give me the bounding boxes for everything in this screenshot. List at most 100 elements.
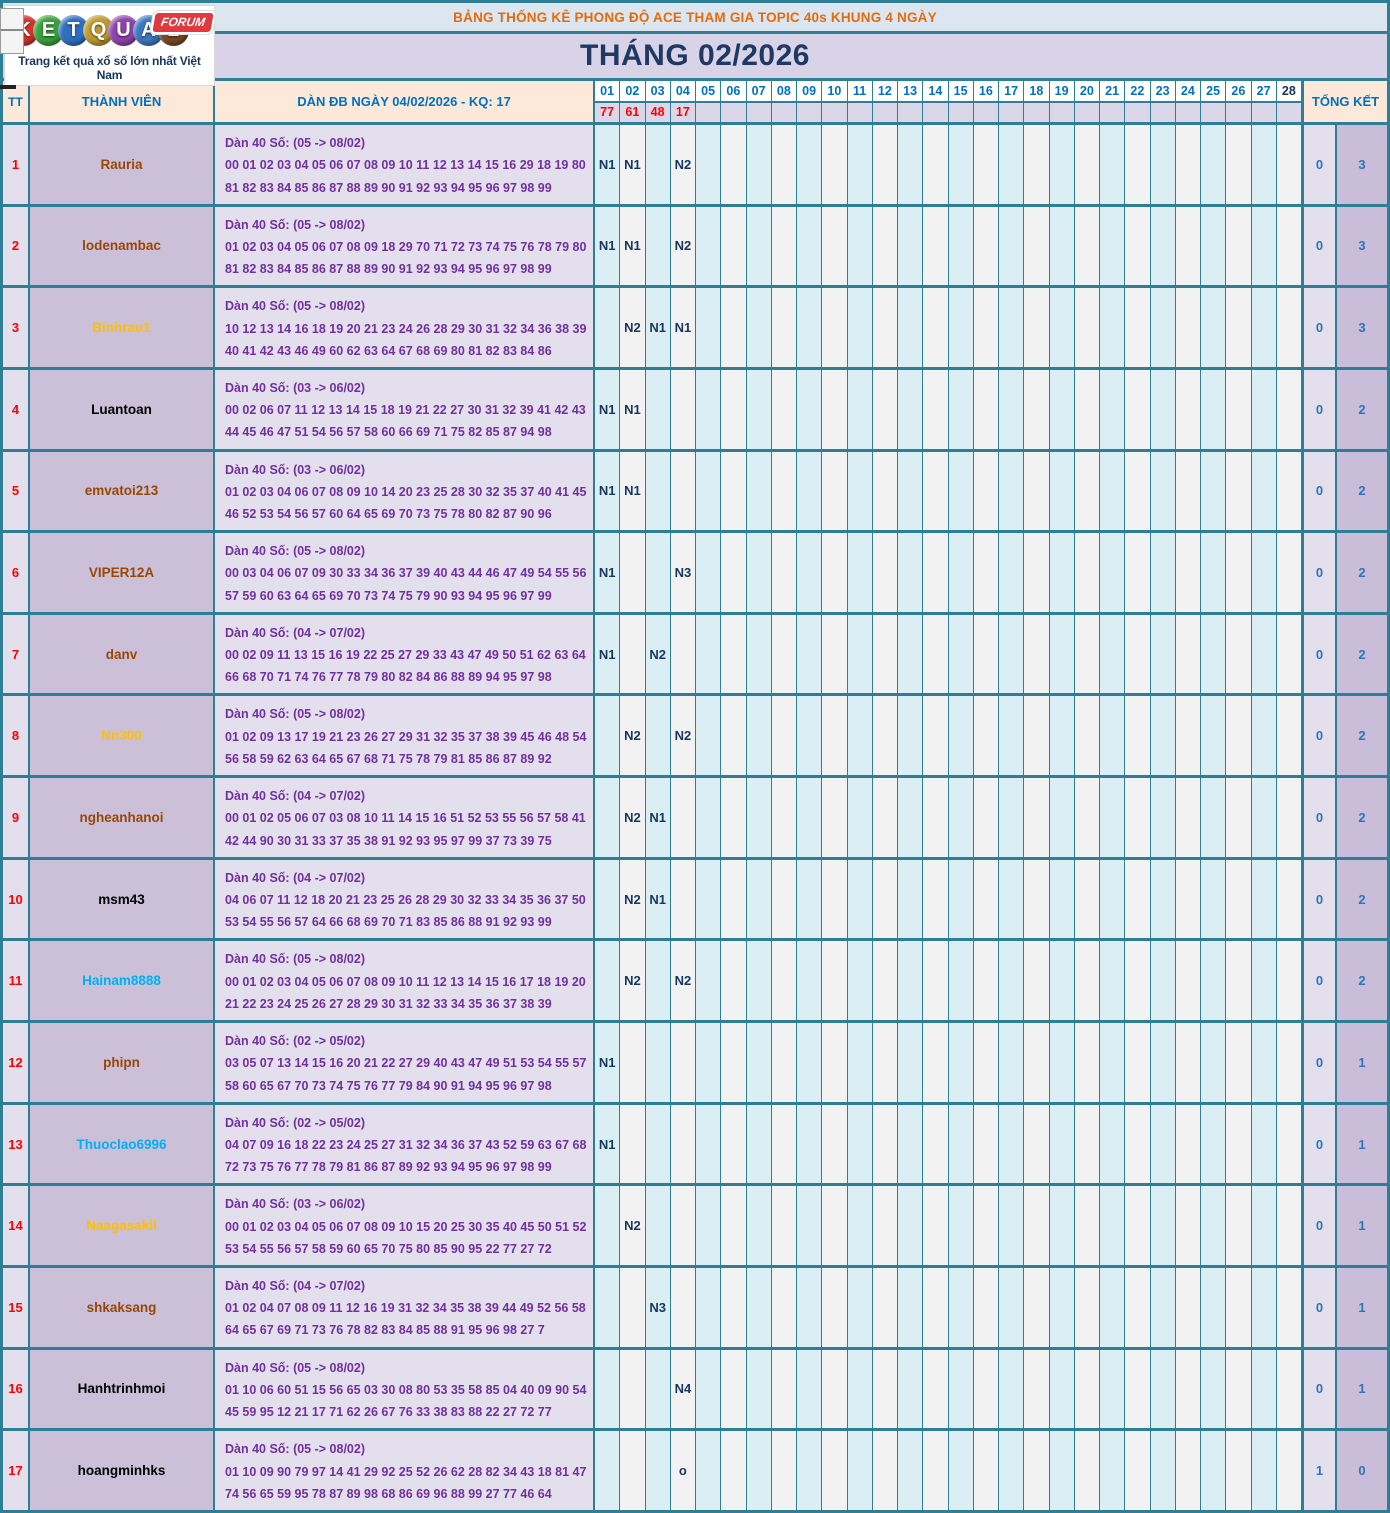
day-cell xyxy=(973,533,999,612)
day-cell xyxy=(620,1349,646,1429)
dan-numbers-line2: 53 54 55 56 57 58 59 60 65 70 75 80 85 9… xyxy=(225,1241,552,1256)
day-cell xyxy=(1049,941,1075,1021)
day-cell xyxy=(645,1023,671,1102)
day-cell xyxy=(1251,1186,1277,1265)
day-cell xyxy=(1024,369,1050,449)
dan-cell: Dàn 40 Số: (05 -> 08/02) 00 01 02 03 04 0… xyxy=(215,941,595,1021)
day-cell xyxy=(746,696,772,776)
day-cell xyxy=(721,451,747,531)
day-cell xyxy=(948,533,974,612)
dan-cell: Dàn 40 Số: (04 -> 07/02) 04 06 07 11 12 1… xyxy=(215,859,595,939)
day-header-cell: 13 xyxy=(898,81,924,101)
day-cell xyxy=(872,614,898,694)
day-cell xyxy=(822,941,848,1021)
day-cell xyxy=(1049,696,1075,776)
day-cell xyxy=(771,696,797,776)
day-cell xyxy=(771,533,797,612)
day-result-cell xyxy=(949,102,974,122)
day-header-cell: 12 xyxy=(873,81,898,101)
day-cell xyxy=(1150,941,1176,1021)
total-left-cell: 0 xyxy=(1304,696,1337,776)
day-cell xyxy=(872,125,898,204)
day-header-cell: 26 xyxy=(1226,81,1252,101)
dan-numbers-line2: 74 56 65 59 95 78 87 89 98 68 86 69 96 8… xyxy=(225,1486,552,1501)
day-cell xyxy=(771,614,797,694)
day-cell xyxy=(645,941,671,1021)
day-cell xyxy=(771,1186,797,1265)
dan-numbers-line2: 81 82 83 84 85 86 87 88 89 90 91 92 93 9… xyxy=(225,262,552,277)
day-cell xyxy=(973,451,999,531)
day-cell: N1 xyxy=(595,1023,621,1102)
day-cell xyxy=(771,859,797,939)
day-cell xyxy=(670,451,696,531)
member-row: 14 Naagasakii Dàn 40 Số: (03 -> 06/02) 00 0… xyxy=(3,1186,1387,1268)
dan-cell: Dàn 40 Số: (05 -> 08/02) 00 03 04 06 07 0… xyxy=(215,533,595,612)
day-cell: N1 xyxy=(670,288,696,367)
day-result-cell xyxy=(1277,103,1301,122)
total-left-cell: 0 xyxy=(1304,206,1337,286)
day-cell xyxy=(1226,1186,1252,1265)
day-cell xyxy=(1049,451,1075,531)
dan-title: Dàn 40 Số: (05 -> 08/02) xyxy=(225,217,365,232)
banner: BẢNG THỐNG KÊ PHONG ĐỘ ACE THAM GIA TOPI… xyxy=(3,3,1387,34)
total-left-cell: 0 xyxy=(1304,1104,1337,1184)
dan-numbers-line2: 56 58 59 62 63 64 65 67 68 71 75 78 79 8… xyxy=(225,751,552,766)
dan-cell: Dàn 40 Số: (04 -> 07/02) 00 02 09 11 13 1… xyxy=(215,614,595,694)
dan-cell: Dàn 40 Số: (03 -> 06/02) 00 02 06 07 11 1… xyxy=(215,369,595,449)
day-cell xyxy=(1024,859,1050,939)
day-cell xyxy=(1125,778,1151,857)
day-cell xyxy=(670,1023,696,1102)
day-cell xyxy=(696,778,722,857)
day-cell xyxy=(595,859,621,939)
dan-numbers-line2: 44 45 46 47 51 54 56 57 58 60 66 69 71 7… xyxy=(225,425,552,440)
day-cell xyxy=(670,369,696,449)
month-row: THÁNG 02/2026 xyxy=(3,34,1387,81)
day-cell xyxy=(847,1023,873,1102)
day-result-cell xyxy=(974,102,999,122)
row-index: 8 xyxy=(3,696,30,776)
day-cell xyxy=(1049,1104,1075,1184)
day-cell xyxy=(746,1023,772,1102)
day-cell xyxy=(1125,614,1151,694)
day-cells: N1 N3 xyxy=(595,533,1304,612)
day-cell xyxy=(1150,1349,1176,1429)
day-cell xyxy=(1175,533,1201,612)
dan-title: Dàn 40 Số: (05 -> 08/02) xyxy=(225,707,365,722)
member-name: Luantoan xyxy=(30,369,215,449)
dan-numbers-line1: 00 01 02 03 04 05 06 07 08 09 10 15 20 2… xyxy=(225,1219,587,1234)
day-cell xyxy=(822,125,848,204)
member-name: phipn xyxy=(30,1023,215,1102)
day-cell xyxy=(1024,1431,1050,1510)
dan-numbers-line1: 00 02 09 11 13 15 16 19 22 25 27 29 33 4… xyxy=(225,648,586,663)
total-right-cell: 1 xyxy=(1337,1104,1387,1184)
day-cell xyxy=(822,288,848,367)
day-cell xyxy=(1150,451,1176,531)
day-cell xyxy=(1125,1023,1151,1102)
day-cell xyxy=(746,1267,772,1347)
day-cell xyxy=(1276,369,1301,449)
day-cell: N1 xyxy=(595,533,621,612)
dan-title: Dàn 40 Số: (04 -> 07/02) xyxy=(225,789,365,804)
day-cell xyxy=(923,1186,949,1265)
col-header-total: TỔNG KẾT xyxy=(1304,81,1387,122)
day-result-cell xyxy=(1075,102,1100,122)
day-result-cell: 61 xyxy=(620,102,646,122)
dan-numbers-line2: 53 54 55 56 57 64 66 68 69 70 71 83 85 8… xyxy=(225,915,552,930)
day-cell xyxy=(595,1349,621,1429)
day-cell xyxy=(923,614,949,694)
day-cell xyxy=(1175,696,1201,776)
day-cell: N2 xyxy=(620,288,646,367)
day-cell xyxy=(847,1104,873,1184)
day-cell xyxy=(822,1267,848,1347)
day-cell xyxy=(1251,941,1277,1021)
day-cell xyxy=(595,696,621,776)
day-cell xyxy=(645,696,671,776)
day-cell xyxy=(1125,1267,1151,1347)
total-left-cell: 0 xyxy=(1304,288,1337,367)
member-name: Hainam8888 xyxy=(30,941,215,1021)
day-cell xyxy=(1049,533,1075,612)
day-cell: N2 xyxy=(670,125,696,204)
day-cell xyxy=(948,778,974,857)
day-cell xyxy=(999,1023,1025,1102)
day-cell xyxy=(923,206,949,286)
